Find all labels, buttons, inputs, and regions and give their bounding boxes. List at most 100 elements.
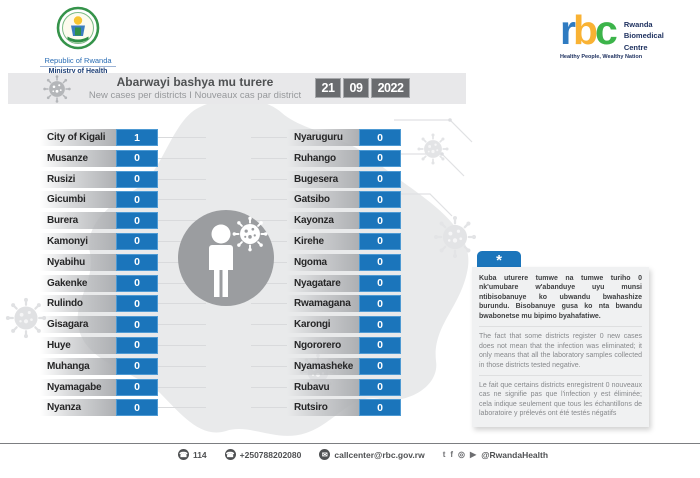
page-subtitle: New cases per districts I Nouveaux cas p… xyxy=(88,90,302,101)
district-name: Kayonza xyxy=(287,212,359,230)
district-row: Rutsiro 0 xyxy=(251,399,401,417)
district-name: Bugesera xyxy=(287,170,359,188)
phone-icon: ☎ xyxy=(177,449,189,460)
district-row: Ngororero 0 xyxy=(251,336,401,354)
rbc-letter-b: b xyxy=(572,7,598,53)
banner-text: Abarwayi bashya mu turere New cases per … xyxy=(70,75,320,101)
district-name: Nyabihu xyxy=(40,253,116,271)
district-name: Nyamagabe xyxy=(40,378,116,396)
rbc-name: Rwanda Biomedical Centre xyxy=(624,19,664,53)
virus-icon xyxy=(42,74,72,104)
district-case-count: 0 xyxy=(116,357,158,375)
twitter-icon: t xyxy=(442,450,446,459)
district-case-count: 0 xyxy=(116,232,158,250)
hotline-number: 114 xyxy=(192,449,207,460)
district-row: Ruhango 0 xyxy=(251,149,401,167)
moh-ministry-label: Ministry of Health xyxy=(48,68,108,75)
rbc-name-line3: Centre xyxy=(623,42,648,52)
district-case-count: 0 xyxy=(116,378,158,396)
district-name: Gakenke xyxy=(40,274,116,292)
district-case-count: 0 xyxy=(359,357,401,375)
note-asterisk-tab: * xyxy=(477,251,521,269)
moh-country-label: Republic of Rwanda xyxy=(44,56,112,65)
phone-number: +250788202080 xyxy=(239,449,302,460)
district-row: Gisagara 0 xyxy=(40,316,206,334)
note-box: * Kuba uturere tumwe na tumwe turiho 0 n… xyxy=(472,251,649,427)
footer: ☎ 114 ☎ +250788202080 ✉ callcenter@rbc.g… xyxy=(0,449,700,460)
district-name: Gisagara xyxy=(40,316,116,334)
page-title: Abarwayi bashya mu turere xyxy=(116,75,274,89)
district-case-count: 0 xyxy=(359,378,401,396)
rbc-logo: rbc Rwanda Biomedical Centre Healthy Peo… xyxy=(560,10,664,61)
district-row: Nyagatare 0 xyxy=(251,274,401,292)
footer-divider xyxy=(0,443,700,444)
district-row: Kirehe 0 xyxy=(251,232,401,250)
district-case-count: 0 xyxy=(116,149,158,167)
district-name: City of Kigali xyxy=(40,129,116,146)
rwanda-emblem-icon xyxy=(56,6,100,50)
district-row: Nyabihu 0 xyxy=(40,253,206,271)
email-address: callcenter@rbc.gov.rw xyxy=(334,449,425,460)
district-name: Gicumbi xyxy=(40,191,116,209)
district-name: Karongi xyxy=(287,316,359,334)
rbc-tagline: Healthy People, Wealthy Nation xyxy=(559,54,643,60)
district-name: Ruhango xyxy=(287,149,359,167)
circuit-decoration xyxy=(390,118,473,217)
district-row: Musanze 0 xyxy=(40,149,206,167)
district-case-count: 0 xyxy=(359,253,401,271)
district-name: Rulindo xyxy=(40,295,116,313)
rbc-name-line1: Rwanda xyxy=(623,20,653,29)
district-case-count: 0 xyxy=(359,295,401,313)
district-name: Kamonyi xyxy=(40,232,116,250)
district-name: Rusizi xyxy=(40,170,116,188)
district-case-count: 0 xyxy=(359,170,401,188)
district-name: Huye xyxy=(40,336,116,354)
district-name: Kirehe xyxy=(287,232,359,250)
moh-divider xyxy=(40,66,116,67)
district-row: Nyaruguru 0 xyxy=(251,129,401,146)
district-case-count: 0 xyxy=(116,170,158,188)
district-row: Burera 0 xyxy=(40,212,206,230)
district-row: Rwamagana 0 xyxy=(251,295,401,313)
date-month: 09 xyxy=(343,78,369,98)
district-row: Gatsibo 0 xyxy=(251,191,401,209)
district-row: Rubavu 0 xyxy=(251,378,401,396)
district-row: Muhanga 0 xyxy=(40,357,206,375)
district-name: Burera xyxy=(40,212,116,230)
district-case-count: 0 xyxy=(359,274,401,292)
virus-icon xyxy=(231,215,269,253)
district-case-count: 0 xyxy=(359,316,401,334)
district-column-left: City of Kigali 1 Musanze 0 Rusizi 0 Gicu… xyxy=(40,129,206,420)
note-body: Kuba uturere tumwe na tumwe turiho 0 nk'… xyxy=(472,267,649,427)
rbc-wordmark: rbc xyxy=(560,10,618,53)
district-row: Gakenke 0 xyxy=(40,274,206,292)
virus-decoration-icon xyxy=(416,132,450,166)
district-row: Nyamagabe 0 xyxy=(40,378,206,396)
district-name: Nyamasheke xyxy=(287,357,359,375)
district-name: Ngoma xyxy=(287,253,359,271)
district-case-count: 0 xyxy=(359,336,401,354)
footer-hotline: ☎ 114 xyxy=(177,449,207,460)
district-case-count: 1 xyxy=(116,129,158,146)
district-case-count: 0 xyxy=(359,149,401,167)
district-row: Karongi 0 xyxy=(251,316,401,334)
instagram-icon: ◎ xyxy=(458,450,466,459)
district-name: Muhanga xyxy=(40,357,116,375)
note-kinyarwanda: Kuba uturere tumwe na tumwe turiho 0 nk'… xyxy=(479,275,642,320)
date-year: 2022 xyxy=(371,78,410,98)
district-case-count: 0 xyxy=(116,212,158,230)
district-row: Gicumbi 0 xyxy=(40,191,206,209)
district-name: Rwamagana xyxy=(287,295,359,313)
email-icon: ✉ xyxy=(319,449,331,460)
district-name: Nyaruguru xyxy=(287,129,359,146)
rbc-name-line2: Biomedical xyxy=(623,31,664,41)
note-french: Le fait que certains districts enregistr… xyxy=(479,374,642,419)
phone-icon: ☎ xyxy=(224,449,236,460)
social-handle: @RwandaHealth xyxy=(481,449,549,460)
district-name: Rutsiro xyxy=(287,399,359,417)
district-name: Musanze xyxy=(40,149,116,167)
district-case-count: 0 xyxy=(116,191,158,209)
district-case-count: 0 xyxy=(359,129,401,146)
district-name: Nyagatare xyxy=(287,274,359,292)
